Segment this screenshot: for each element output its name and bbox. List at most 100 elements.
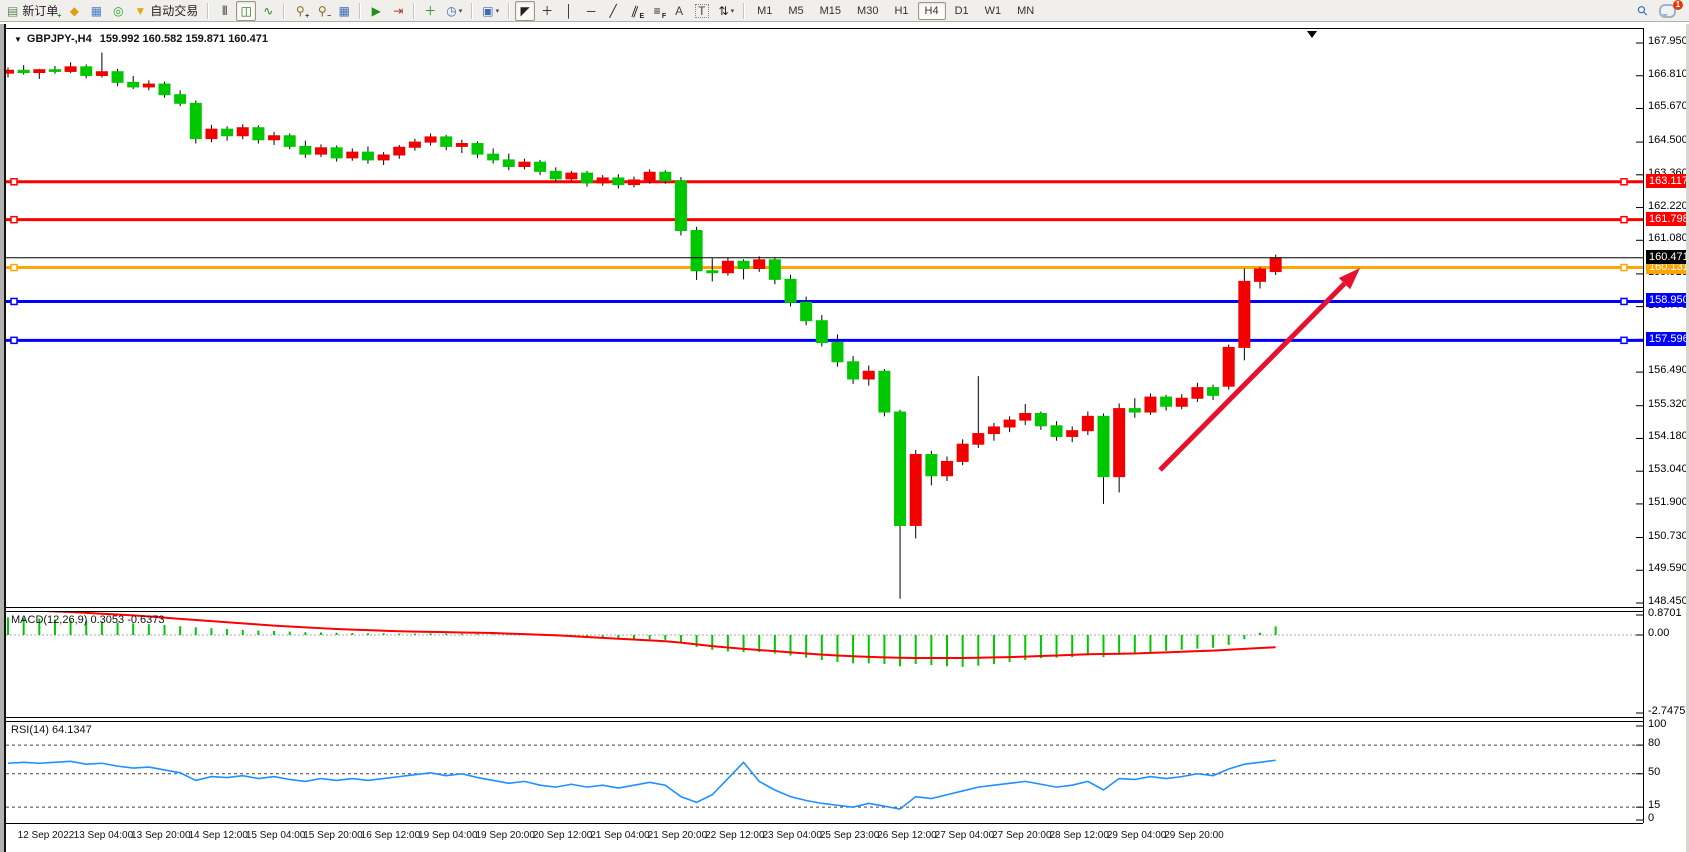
timeframe-mn[interactable]: MN [1017,4,1035,17]
rsi-axis-label: 0 [1648,812,1655,824]
zoom-out-button[interactable]: ⚲ − [312,1,332,21]
trend-line-icon: ╱ [609,3,617,18]
timeframe-m1[interactable]: M1 [757,4,773,17]
time-axis-label: 22 Sep 12:00 [705,830,765,841]
vertical-line-icon: │ [565,3,573,18]
price-axis: 167.950166.810165.670164.500163.360162.2… [1645,24,1689,852]
toolbar-separator [471,2,474,19]
equidistant-channel-modifier: E [639,12,645,20]
arrows-button[interactable]: ⇅ ▾ [715,1,739,21]
chart-dropdown-icon[interactable]: ▼ [14,35,22,44]
new-order-icon: ▤ [7,3,19,18]
auto-trading-button[interactable]: ▼ 自动交易 [130,1,202,21]
macd-main-value: 0.3053 [90,614,125,626]
timeframe-h1[interactable]: H1 [894,4,909,17]
price-tick-label: 155.320 [1648,397,1688,410]
time-axis-label: 13 Sep 04:00 [73,830,134,841]
text-label-button[interactable]: T [691,1,712,21]
zoom-out-icon: ⚲ [317,3,327,18]
new-order-label: 新订单 [22,4,59,18]
chart-shift-button[interactable]: ⇥ [388,1,408,21]
window-right-border [1686,24,1689,852]
timeframe-w1[interactable]: W1 [984,4,1002,17]
market-watch-button[interactable]: ◆ [64,1,84,21]
timeframe-m15[interactable]: M15 [819,4,842,17]
toolbar-group: ＋ ◷ ▾ [419,0,467,22]
rsi-plot[interactable] [6,722,1643,823]
indicators-button[interactable]: ＋ [420,1,440,21]
search-button[interactable]: ⚲ [1633,1,1653,21]
data-window-button[interactable]: ▦ [86,1,106,21]
toolbar-separator [508,2,511,19]
text-icon: A [675,3,684,18]
price-tick-label: 153.040 [1648,463,1688,476]
equidistant-channel-button[interactable]: ∥ E [625,1,645,21]
rsi-axis-label: 15 [1648,799,1661,812]
arrows-icon: ⇅ [718,3,729,18]
time-axis-label: 28 Sep 12:00 [1049,830,1109,841]
crosshair-icon: ＋ [541,3,554,18]
tile-windows-button[interactable]: ▦ [334,1,354,21]
vertical-line-button[interactable]: │ [559,1,579,21]
toolbar: ▤ + 新订单 ◆ ▦ ◎ ▼ 自动交易 ||| ◫ ∿ ⚲ + ⚲ − ▦ ▶ ⇥ ＋ ◷ ▾ ▣ ▾ ◤ ＋ │ ─ ╱ ∥ E ≡ F A… [0,0,1689,22]
zoom-in-button[interactable]: ⚲ + [290,1,310,21]
horizontal-line-button[interactable]: ─ [581,1,601,21]
trend-line-button[interactable]: ╱ [603,1,623,21]
macd-signal-value: -0.6373 [127,614,165,626]
periods-button[interactable]: ◷ ▾ [442,1,466,21]
bar-chart-icon: ||| [221,4,228,16]
main-chart-panel[interactable]: ▼ GBPJPY-,H4 159.992 160.582 159.871 160.4… [6,28,1643,608]
toolbar-group: ⚲ + ⚲ − ▦ [289,0,355,22]
price-tick-label: 167.950 [1648,35,1688,47]
candlestick-chart-button[interactable]: ◫ [236,0,257,21]
macd-plot[interactable] [6,612,1643,717]
cursor-button[interactable]: ◤ [515,0,536,21]
timeframe-h4[interactable]: H4 [917,1,946,20]
fibonacci-modifier: F [661,12,667,20]
toolbar-separator [207,2,210,19]
bar-chart-button[interactable]: ||| [214,1,234,21]
time-axis-label: 12 Sep 2022 [17,830,75,841]
rsi-value: 64.1347 [51,724,92,736]
text-button[interactable]: A [669,1,689,21]
price-badge: 157.596 [1646,332,1689,347]
chart-symbol-period: GBPJPY-,H4 [26,33,92,45]
toolbar-separator [413,2,416,19]
time-axis-label: 19 Sep 20:00 [475,830,535,841]
price-tick-label: 154.180 [1648,430,1688,443]
crosshair-button[interactable]: ＋ [537,1,557,21]
auto-trading-icon: ▼ [134,3,147,18]
time-axis-label: 25 Sep 23:00 [819,830,880,841]
macd-axis-label: -2.7475 [1648,705,1686,717]
rsi-panel[interactable]: RSI(14) 64.1347 [6,721,1643,824]
fibonacci-button[interactable]: ≡ F [647,1,667,21]
price-badge: 160.471 [1646,249,1689,264]
templates-button[interactable]: ▣ ▾ [478,1,503,21]
candlestick-plot[interactable] [6,29,1643,607]
auto-scroll-button[interactable]: ▶ [366,1,386,21]
time-axis-label: 16 Sep 12:00 [360,830,421,841]
timeframe-m5[interactable]: M5 [788,4,804,17]
toolbar-group: ▤ + 新订单 ◆ ▦ ◎ ▼ 自动交易 [2,0,203,22]
macd-panel[interactable]: MACD(12,26,9) 0.3053 -0.6373 [6,611,1643,718]
price-badge: 163.117 [1646,173,1689,188]
time-axis-label: 14 Sep 12:00 [188,830,248,841]
navigator-button[interactable]: ◎ [108,1,128,21]
zoom-out-modifier: − [327,12,332,20]
tile-windows-icon: ▦ [338,3,350,18]
new-order-button[interactable]: ▤ + 新订单 [3,1,62,21]
price-tick-label: 165.670 [1648,100,1688,113]
data-window-icon: ▦ [90,3,103,18]
toolbar-right: ⚲ 1 [1632,0,1687,21]
timeframe-m30[interactable]: M30 [857,4,879,17]
line-chart-button[interactable]: ∿ [258,1,278,21]
notifications-button[interactable]: 1 [1655,0,1683,21]
rsi-axis-label: 50 [1648,765,1661,778]
toolbar-group: ▶ ⇥ [365,0,409,22]
macd-label: MACD(12,26,9) 0.3053 -0.6373 [11,614,165,626]
timeframe-d1[interactable]: D1 [954,4,969,17]
macd-axis-label: 0.00 [1648,627,1670,639]
time-axis-label: 21 Sep 20:00 [647,830,708,841]
auto-trading-label: 自动交易 [150,4,199,18]
chevron-down-icon: ▾ [458,7,463,15]
